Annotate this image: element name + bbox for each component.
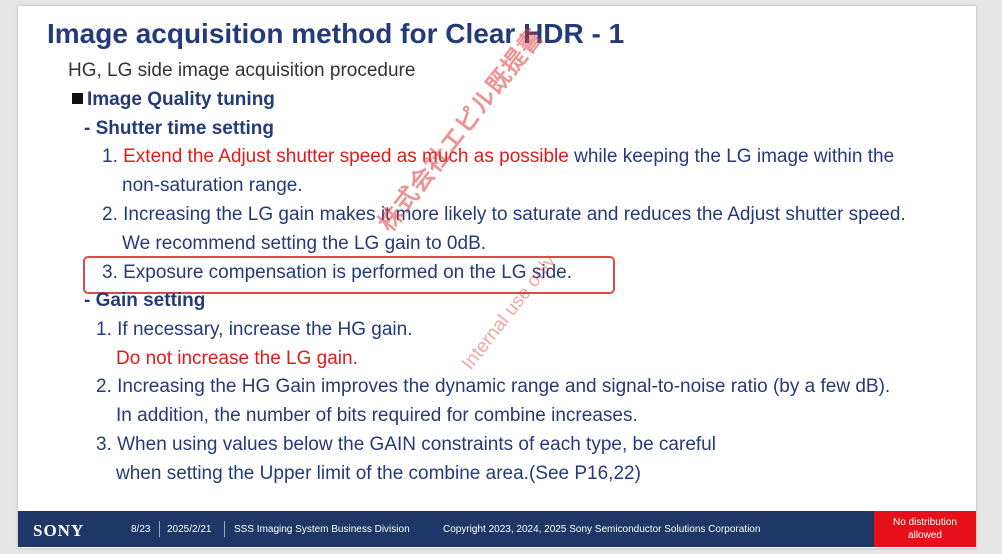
gain-item-1: 1. If necessary, increase the HG gain. [96, 319, 413, 340]
section-heading-text: Image Quality tuning [87, 89, 275, 110]
slide-title: Image acquisition method for Clear HDR -… [47, 18, 625, 49]
shutter-item-2-cont: We recommend setting the LG gain to 0dB. [122, 233, 487, 254]
sony-logo: SONY [33, 521, 85, 540]
no-distribution-line2: allowed [908, 530, 942, 541]
shutter-heading: - Shutter time setting [84, 118, 275, 139]
shutter-item-3: 3. Exposure compensation is performed on… [102, 262, 572, 283]
gain-heading: - Gain setting [84, 290, 206, 311]
shutter-item-1-emphasis: Extend the Adjust shutter speed as much … [123, 146, 569, 167]
slide: Image acquisition method for Clear HDR -… [18, 6, 976, 548]
shutter-item-2: 2. Increasing the LG gain makes it more … [102, 204, 906, 225]
gain-item-1-emphasis: Do not increase the LG gain. [116, 348, 358, 369]
no-distribution-badge: No distribution allowed [874, 511, 976, 547]
subtitle: HG, LG side image acquisition procedure [68, 60, 416, 81]
gain-item-3: 3. When using values below the GAIN cons… [96, 434, 716, 455]
footer-bar: SONY 8/23 2025/2/21 SSS Imaging System B… [18, 511, 976, 547]
page-number: 8/23 [131, 524, 151, 535]
section-heading: Image Quality tuning [72, 89, 275, 111]
square-bullet-icon [72, 93, 83, 104]
footer-division: SSS Imaging System Business Division [234, 524, 410, 535]
footer-divider [224, 521, 225, 537]
highlight-box [83, 256, 615, 294]
no-distribution-line1: No distribution [893, 517, 957, 528]
shutter-item-1-cont: non-saturation range. [122, 175, 303, 196]
shutter-item-1-rest: while keeping the LG image within the [568, 146, 895, 167]
gain-item-2: 2. Increasing the HG Gain improves the d… [96, 376, 891, 397]
gain-item-3-cont: when setting the Upper limit of the comb… [116, 463, 641, 484]
shutter-item-1-num: 1. [102, 146, 124, 167]
footer-divider [159, 521, 160, 537]
footer-copyright: Copyright 2023, 2024, 2025 Sony Semicond… [443, 524, 761, 535]
footer-date: 2025/2/21 [167, 524, 212, 535]
shutter-item-1: 1. Extend the Adjust shutter speed as mu… [102, 146, 894, 168]
gain-item-2-cont: In addition, the number of bits required… [116, 405, 638, 426]
